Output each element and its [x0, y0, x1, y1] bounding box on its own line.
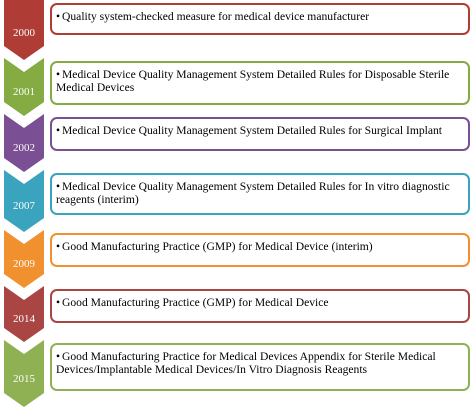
bullet-icon: • — [56, 68, 61, 81]
timeline-row: 2001 • Medical Device Quality Management S… — [0, 58, 474, 116]
timeline-entry-item: • Good Manufacturing Practice for Medical… — [56, 350, 458, 376]
timeline-entry-item: • Medical Device Quality Management Syste… — [56, 68, 458, 94]
timeline-row: 2014 • Good Manufacturing Practice (GMP) f… — [0, 286, 474, 342]
timeline-entry-item: • Good Manufacturing Practice (GMP) for M… — [56, 240, 458, 253]
year-label: 2009 — [13, 258, 35, 270]
bullet-icon: • — [56, 296, 61, 309]
timeline-entry-item: • Good Manufacturing Practice (GMP) for M… — [56, 296, 458, 309]
chevron-arrow-icon — [4, 340, 44, 407]
year-label: 2002 — [13, 142, 35, 154]
year-label: 2015 — [13, 373, 35, 385]
timeline-entry-text: Medical Device Quality Management System… — [62, 124, 443, 137]
timeline-row: 2002 • Medical Device Quality Management S… — [0, 114, 474, 172]
timeline-entry-text: Medical Device Quality Management System… — [56, 68, 450, 94]
chevron-arrow-icon — [4, 170, 44, 232]
timeline-entry-item: • Quality system-checked measure for medi… — [56, 10, 458, 23]
chevron-arrow-icon — [4, 114, 44, 172]
year-label: 2001 — [13, 86, 35, 98]
timeline-entry-text: Medical Device Quality Management System… — [56, 180, 450, 206]
timeline-entry-box: • Good Manufacturing Practice (GMP) for M… — [50, 233, 470, 267]
timeline-entry-box: • Good Manufacturing Practice for Medical… — [50, 343, 470, 391]
timeline-entry-box: • Medical Device Quality Management Syste… — [50, 173, 470, 215]
bullet-icon: • — [56, 180, 61, 193]
chevron-arrow-icon — [4, 286, 44, 342]
timeline-entry-text: Good Manufacturing Practice (GMP) for Me… — [62, 296, 329, 309]
timeline-entry-box: • Medical Device Quality Management Syste… — [50, 61, 470, 105]
timeline-entry-box: • Quality system-checked measure for medi… — [50, 3, 470, 35]
chevron-arrow-icon — [4, 230, 44, 288]
bullet-icon: • — [56, 10, 61, 23]
timeline-entry-text: Good Manufacturing Practice (GMP) for Me… — [62, 240, 373, 253]
year-label: 2007 — [13, 200, 35, 212]
timeline-entry-box: • Medical Device Quality Management Syste… — [50, 117, 470, 151]
timeline-entry-box: • Good Manufacturing Practice (GMP) for M… — [50, 289, 470, 323]
chevron-arrow-icon — [4, 0, 44, 60]
timeline-entry-item: • Medical Device Quality Management Syste… — [56, 180, 458, 206]
timeline-entry-text: Good Manufacturing Practice for Medical … — [56, 350, 436, 376]
year-label: 2000 — [13, 27, 35, 39]
timeline-entry-item: • Medical Device Quality Management Syste… — [56, 124, 458, 137]
timeline-row: 2009 • Good Manufacturing Practice (GMP) f… — [0, 230, 474, 288]
year-label: 2014 — [13, 313, 35, 325]
bullet-icon: • — [56, 350, 61, 363]
timeline-row: 2007 • Medical Device Quality Management S… — [0, 170, 474, 232]
bullet-icon: • — [56, 240, 61, 253]
timeline-row: 2000 • Quality system-checked measure for … — [0, 0, 474, 60]
timeline-row: 2015 • Good Manufacturing Practice for Med… — [0, 340, 474, 407]
timeline-entry-text: Quality system-checked measure for medic… — [62, 10, 370, 23]
chevron-arrow-icon — [4, 58, 44, 116]
bullet-icon: • — [56, 124, 61, 137]
